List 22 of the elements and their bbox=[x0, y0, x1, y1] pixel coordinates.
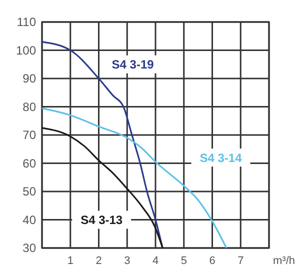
x-tick-label: 6 bbox=[209, 255, 216, 267]
y-tick-label: 110 bbox=[16, 15, 36, 30]
y-tick-label: 30 bbox=[22, 241, 36, 256]
x-tick-label: 1 bbox=[67, 255, 74, 267]
y-tick-label: 90 bbox=[22, 72, 36, 86]
text: S4 3-14 bbox=[200, 150, 242, 165]
line-series bbox=[41, 40, 164, 249]
y-tick-label: 100 bbox=[16, 43, 36, 58]
x-tick-label: 4 bbox=[152, 255, 159, 267]
y-tick-label: 50 bbox=[22, 184, 36, 199]
series-label: S4 3-13 bbox=[80, 212, 123, 227]
x-tick-label: 7 bbox=[238, 255, 244, 267]
line-series bbox=[41, 127, 164, 249]
x-tick-label: 5 bbox=[180, 255, 187, 267]
y-tick-label: 60 bbox=[22, 156, 36, 170]
x-tick-label: 2 bbox=[96, 255, 102, 267]
y-tick-label: 40 bbox=[22, 212, 36, 227]
y-tick-label: 80 bbox=[22, 100, 36, 114]
y-tick-label: 70 bbox=[22, 128, 36, 142]
series-label: S4 3-19 bbox=[112, 58, 154, 72]
x-tick-label: 3 bbox=[124, 255, 130, 267]
x-axis-title: m³/h bbox=[273, 255, 295, 267]
